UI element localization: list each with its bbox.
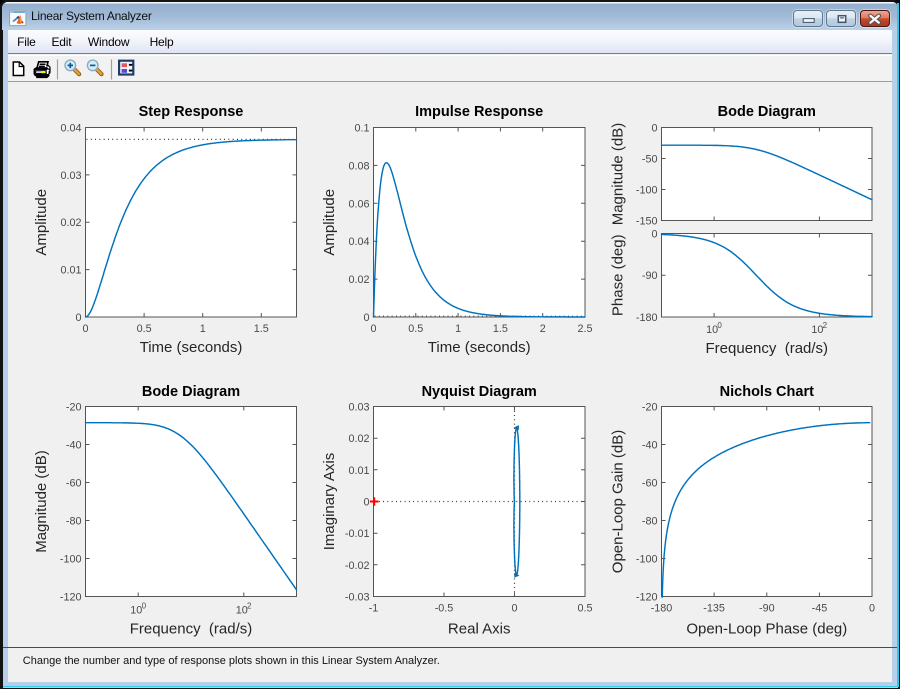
svg-text:0.02: 0.02 <box>60 217 81 229</box>
svg-text:Open-Loop Gain (dB): Open-Loop Gain (dB) <box>610 430 627 573</box>
svg-text:-120: -120 <box>60 592 82 604</box>
svg-text:Amplitude: Amplitude <box>321 189 338 256</box>
svg-text:Step Response: Step Response <box>139 104 244 120</box>
svg-text:0: 0 <box>363 497 369 509</box>
svg-text:Bode Diagram: Bode Diagram <box>718 104 816 120</box>
svg-text:0.04: 0.04 <box>60 123 81 135</box>
svg-text:-20: -20 <box>66 402 82 414</box>
svg-text:10: 10 <box>236 605 248 617</box>
svg-text:Magnitude (dB): Magnitude (dB) <box>610 123 627 226</box>
svg-text:-0.03: -0.03 <box>345 592 370 604</box>
svg-text:0: 0 <box>511 603 517 615</box>
svg-text:0.08: 0.08 <box>348 160 369 172</box>
svg-text:Frequency (rad/s): Frequency (rad/s) <box>130 621 253 638</box>
svg-text:-60: -60 <box>642 478 658 490</box>
svg-text:-180: -180 <box>651 603 673 615</box>
svg-text:2: 2 <box>823 321 828 330</box>
svg-text:Nyquist Diagram: Nyquist Diagram <box>422 384 537 400</box>
svg-text:Frequency (rad/s): Frequency (rad/s) <box>706 340 829 357</box>
svg-text:0.1: 0.1 <box>354 123 369 135</box>
svg-text:-60: -60 <box>66 478 82 490</box>
svg-text:Phase (deg): Phase (deg) <box>609 234 626 316</box>
svg-text:0: 0 <box>717 321 722 330</box>
svg-text:0: 0 <box>75 312 81 324</box>
svg-text:2: 2 <box>540 323 546 335</box>
svg-text:-80: -80 <box>642 516 658 528</box>
svg-text:-90: -90 <box>642 270 658 282</box>
svg-text:-0.5: -0.5 <box>435 603 454 615</box>
svg-text:Impulse Response: Impulse Response <box>415 104 543 120</box>
svg-text:0.02: 0.02 <box>348 274 369 286</box>
svg-text:1: 1 <box>455 323 461 335</box>
svg-text:0.06: 0.06 <box>348 198 369 210</box>
svg-text:2.5: 2.5 <box>577 323 592 335</box>
svg-text:10: 10 <box>706 324 718 336</box>
svg-text:-0.01: -0.01 <box>345 528 370 540</box>
svg-text:0.01: 0.01 <box>348 465 369 477</box>
svg-text:-120: -120 <box>636 592 658 604</box>
svg-text:0: 0 <box>142 602 147 611</box>
svg-text:-100: -100 <box>636 554 658 566</box>
svg-text:-45: -45 <box>812 603 828 615</box>
svg-text:0: 0 <box>869 603 875 615</box>
svg-text:-80: -80 <box>66 516 82 528</box>
svg-text:-150: -150 <box>636 216 658 228</box>
svg-text:-0.02: -0.02 <box>345 560 370 572</box>
svg-text:0.5: 0.5 <box>408 323 423 335</box>
svg-text:-100: -100 <box>60 554 82 566</box>
svg-text:Amplitude: Amplitude <box>33 189 50 256</box>
svg-text:1.5: 1.5 <box>254 323 269 335</box>
svg-text:Time (seconds): Time (seconds) <box>140 339 243 356</box>
svg-text:0.02: 0.02 <box>348 433 369 445</box>
svg-text:Time (seconds): Time (seconds) <box>428 339 531 356</box>
svg-text:Bode Diagram: Bode Diagram <box>142 384 240 400</box>
svg-text:-180: -180 <box>636 312 658 324</box>
svg-text:10: 10 <box>811 324 823 336</box>
svg-text:0: 0 <box>651 123 657 135</box>
svg-text:-50: -50 <box>642 154 658 166</box>
svg-text:10: 10 <box>130 605 142 617</box>
svg-text:0.01: 0.01 <box>60 265 81 277</box>
svg-text:0.5: 0.5 <box>577 603 592 615</box>
svg-text:0: 0 <box>651 229 657 241</box>
svg-text:-20: -20 <box>642 402 658 414</box>
svg-text:0: 0 <box>370 323 376 335</box>
svg-text:0.03: 0.03 <box>348 402 369 414</box>
svg-text:1: 1 <box>200 323 206 335</box>
svg-text:Nichols Chart: Nichols Chart <box>720 384 814 400</box>
svg-text:-135: -135 <box>703 603 725 615</box>
svg-text:0.5: 0.5 <box>137 323 152 335</box>
svg-text:Real Axis: Real Axis <box>448 621 511 638</box>
svg-text:0: 0 <box>363 312 369 324</box>
svg-text:0.04: 0.04 <box>348 236 369 248</box>
svg-text:-40: -40 <box>642 440 658 452</box>
svg-text:-40: -40 <box>66 440 82 452</box>
svg-text:Magnitude (dB): Magnitude (dB) <box>33 450 50 553</box>
svg-text:0.03: 0.03 <box>60 170 81 182</box>
svg-text:1.5: 1.5 <box>493 323 508 335</box>
svg-text:Open-Loop Phase (deg): Open-Loop Phase (deg) <box>686 621 847 638</box>
svg-text:-1: -1 <box>369 603 379 615</box>
svg-text:-90: -90 <box>759 603 775 615</box>
svg-text:0: 0 <box>82 323 88 335</box>
svg-text:2: 2 <box>247 602 252 611</box>
svg-text:-100: -100 <box>636 185 658 197</box>
svg-text:Imaginary Axis: Imaginary Axis <box>321 453 338 551</box>
